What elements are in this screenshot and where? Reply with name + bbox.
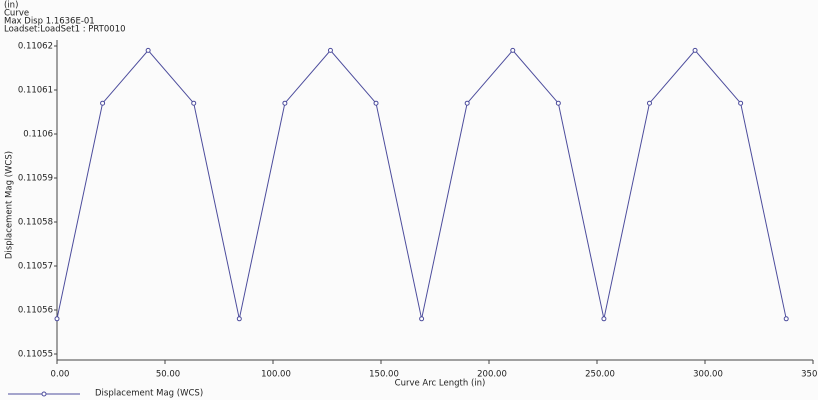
x-tick-label: 150.00 bbox=[369, 370, 399, 380]
x-tick-label: 250.00 bbox=[585, 370, 615, 380]
point-marker bbox=[601, 316, 607, 322]
y-tick-label: 0.11061 bbox=[18, 86, 53, 96]
header-line: Max Disp 1.1636E-01 bbox=[4, 17, 95, 27]
point-marker bbox=[54, 316, 60, 322]
x-tick-label: 350.00 bbox=[801, 370, 818, 380]
point-marker bbox=[282, 100, 288, 106]
series-line bbox=[56, 49, 787, 319]
legend-label: Displacement Mag (WCS) bbox=[95, 389, 203, 399]
y-tick-label: 0.11055 bbox=[18, 350, 53, 360]
x-tick-label: 300.00 bbox=[693, 370, 723, 380]
point-marker bbox=[327, 47, 333, 53]
y-tick-label: 0.11057 bbox=[18, 262, 53, 272]
y-tick-label: 0.1106 bbox=[23, 130, 53, 140]
point-marker bbox=[646, 100, 652, 106]
x-tick-label: 0.00 bbox=[51, 370, 70, 380]
point-marker bbox=[510, 47, 516, 53]
x-tick-label: 100.00 bbox=[261, 370, 291, 380]
header-line: Curve bbox=[4, 9, 29, 19]
y-tick-label: 0.11056 bbox=[18, 306, 53, 316]
y-axis-label: Displacement Mag (WCS) bbox=[5, 151, 15, 259]
y-tick-label: 0.11058 bbox=[18, 218, 53, 228]
y-tick-label: 0.11059 bbox=[18, 174, 53, 184]
point-marker bbox=[191, 100, 197, 106]
point-marker bbox=[100, 100, 106, 106]
point-marker bbox=[145, 47, 151, 53]
point-marker bbox=[783, 316, 789, 322]
x-tick-label: 50.00 bbox=[156, 370, 180, 380]
point-marker bbox=[464, 100, 470, 106]
legend-marker bbox=[41, 391, 47, 397]
point-marker bbox=[419, 316, 425, 322]
point-marker bbox=[738, 100, 744, 106]
point-marker bbox=[373, 100, 379, 106]
x-axis-label: Curve Arc Length (in) bbox=[395, 379, 486, 389]
header-line: Loadset:LoadSet1 : PRT0010 bbox=[4, 25, 126, 35]
header-line: (in) bbox=[4, 1, 18, 11]
point-marker bbox=[555, 100, 561, 106]
x-tick-label: 200.00 bbox=[477, 370, 507, 380]
y-tick-label: 0.11062 bbox=[18, 42, 53, 52]
point-marker bbox=[236, 316, 242, 322]
point-marker bbox=[692, 47, 698, 53]
